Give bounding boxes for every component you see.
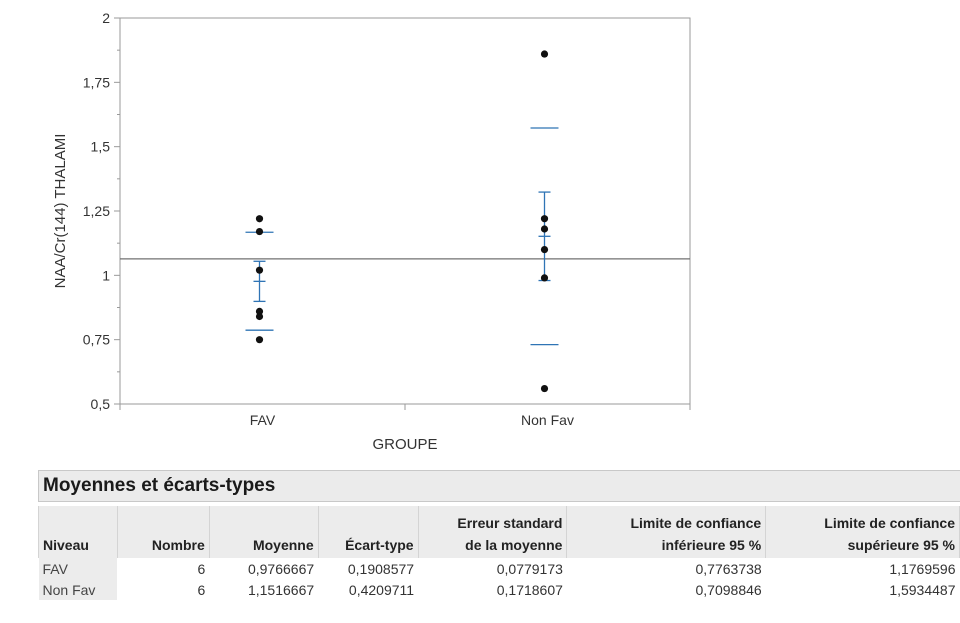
data-point <box>540 50 549 58</box>
cell-lci: 0,7098846 <box>695 581 762 598</box>
cell-lci: 0,7763738 <box>695 560 762 577</box>
col-lci-line1: Limite de confiance <box>630 515 762 531</box>
y-tick-label: 1,75 <box>83 74 110 90</box>
y-axis-label: NAA/Cr(144) THALAMI <box>52 134 69 289</box>
data-point <box>540 274 549 282</box>
one-way-chart: 0,5 0,75 1 1,25 1,5 1,75 2 FAV Non Fav NAA/Cr(1… <box>52 10 691 453</box>
cell-moyenne: 1,1516667 <box>247 581 315 598</box>
data-point <box>255 227 264 236</box>
col-moyenne: Moyenne <box>208 506 319 558</box>
col-erreur-line1: Erreur standard <box>457 515 563 531</box>
data-point <box>540 215 549 223</box>
cell-erreur: 0,0779173 <box>496 560 563 577</box>
y-tick-label: 0,75 <box>83 332 110 348</box>
data-point <box>540 384 549 393</box>
cell-ecart-type: 0,4209711 <box>348 581 415 598</box>
col-lcs-line2: supérieure 95 % <box>847 537 955 553</box>
y-tick-label: 1,5 <box>91 139 111 155</box>
plot-frame <box>119 17 691 405</box>
col-nombre: Nombre <box>116 506 210 558</box>
col-limite-inf: Limite de confiance inférieure 95 % <box>566 506 767 558</box>
table-header-row: Niveau Nombre Moyenne Écart-type Erreur … <box>38 506 960 558</box>
x-tick-label: Non Fav <box>521 412 574 428</box>
means-std-table: Niveau Nombre Moyenne Écart-type Erreur … <box>38 506 960 600</box>
x-axis: FAV Non Fav <box>119 404 691 428</box>
panel-title: Moyennes et écarts-types <box>38 470 960 502</box>
y-axis: 0,5 0,75 1 1,25 1,5 1,75 2 <box>83 10 120 412</box>
data-point <box>255 266 264 274</box>
col-erreur-line2: de la moyenne <box>465 537 563 553</box>
col-niveau: Niveau <box>38 506 118 558</box>
data-point <box>540 225 549 233</box>
table-row: FAV 6 0,9766667 0,1908577 0,0779173 0,77… <box>38 558 960 579</box>
table-row: Non Fav 6 1,1516667 0,4209711 0,1718607 … <box>38 579 960 600</box>
col-limite-sup: Limite de confiance supérieure 95 % <box>765 506 960 558</box>
y-tick-label: 1,25 <box>83 203 110 219</box>
col-erreur-standard: Erreur standard de la moyenne <box>417 506 568 558</box>
cell-erreur: 0,1718607 <box>496 581 563 598</box>
cell-lcs: 1,1769596 <box>889 560 956 577</box>
x-axis-label: GROUPE <box>372 436 437 453</box>
col-ecart-type: Écart-type <box>317 506 419 558</box>
y-tick-label: 1 <box>102 267 110 283</box>
y-tick-label: 0,5 <box>91 396 111 412</box>
cell-lcs: 1,5934487 <box>889 581 956 598</box>
x-tick-label: FAV <box>250 412 276 428</box>
data-point <box>255 215 264 223</box>
data-point <box>540 246 549 254</box>
col-lci-line2: inférieure 95 % <box>661 537 762 553</box>
data-point <box>255 336 264 344</box>
col-lcs-line1: Limite de confiance <box>824 515 955 531</box>
data-point <box>255 307 264 315</box>
y-tick-label: 2 <box>102 10 110 26</box>
data-point <box>255 312 264 321</box>
cell-niveau: Non Fav <box>38 579 118 600</box>
cell-moyenne: 0,9766667 <box>247 560 315 577</box>
cell-nombre: 6 <box>197 560 206 577</box>
plot-marks <box>120 50 690 393</box>
cell-nombre: 6 <box>197 581 206 598</box>
cell-niveau: FAV <box>38 558 118 579</box>
cell-ecart-type: 0,1908577 <box>347 560 415 577</box>
means-std-panel: Moyennes et écarts-types Niveau Nombre M… <box>38 470 960 623</box>
